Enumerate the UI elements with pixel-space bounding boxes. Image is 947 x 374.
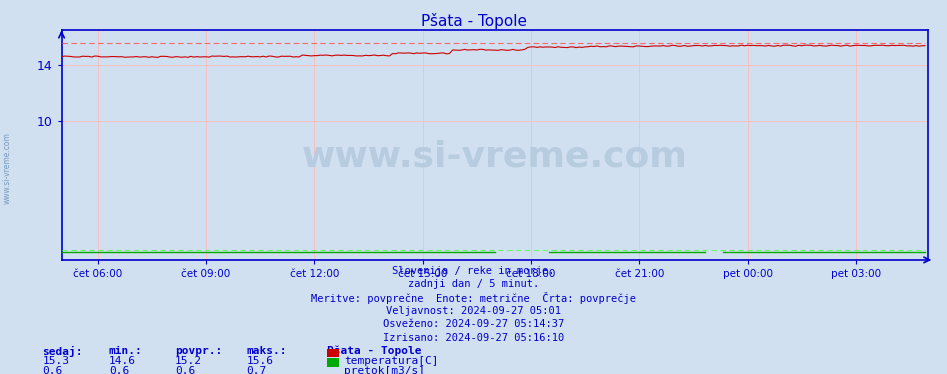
Text: 15.3: 15.3: [43, 356, 70, 366]
Text: www.si-vreme.com: www.si-vreme.com: [3, 132, 12, 204]
Text: www.si-vreme.com: www.si-vreme.com: [302, 140, 688, 174]
Text: maks.:: maks.:: [246, 346, 287, 356]
Text: zadnji dan / 5 minut.: zadnji dan / 5 minut.: [408, 279, 539, 289]
Text: 15.2: 15.2: [175, 356, 203, 366]
Text: sedaj:: sedaj:: [43, 346, 83, 357]
Text: povpr.:: povpr.:: [175, 346, 223, 356]
Text: Meritve: povprečne  Enote: metrične  Črta: povprečje: Meritve: povprečne Enote: metrične Črta:…: [311, 292, 636, 304]
Text: 0.6: 0.6: [175, 366, 195, 374]
Text: min.:: min.:: [109, 346, 143, 356]
Text: Osveženo: 2024-09-27 05:14:37: Osveženo: 2024-09-27 05:14:37: [383, 319, 564, 329]
Text: Izrisano: 2024-09-27 05:16:10: Izrisano: 2024-09-27 05:16:10: [383, 333, 564, 343]
Text: Slovenija / reke in morje.: Slovenija / reke in morje.: [392, 266, 555, 276]
Text: 0.7: 0.7: [246, 366, 266, 374]
Text: Pšata - Topole: Pšata - Topole: [420, 13, 527, 29]
Text: Veljavnost: 2024-09-27 05:01: Veljavnost: 2024-09-27 05:01: [386, 306, 561, 316]
Text: Pšata - Topole: Pšata - Topole: [327, 346, 421, 356]
Text: pretok[m3/s]: pretok[m3/s]: [344, 366, 425, 374]
Text: 14.6: 14.6: [109, 356, 136, 366]
Text: 0.6: 0.6: [109, 366, 129, 374]
Text: 0.6: 0.6: [43, 366, 63, 374]
Text: 15.6: 15.6: [246, 356, 274, 366]
Text: temperatura[C]: temperatura[C]: [344, 356, 438, 366]
